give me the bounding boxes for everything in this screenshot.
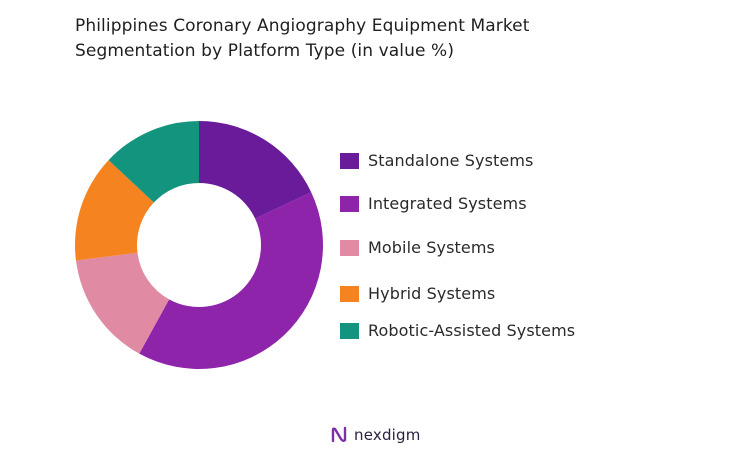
chart-title-line-1: Philippines Coronary Angiography Equipme… xyxy=(75,16,530,36)
legend-label: Mobile Systems xyxy=(368,238,495,257)
donut-slice-hybrid-systems xyxy=(74,160,154,261)
legend-item-mobile-systems: Mobile Systems xyxy=(340,238,495,257)
nexdigm-logo-icon xyxy=(331,426,347,443)
legend-label: Hybrid Systems xyxy=(368,284,496,303)
legend-swatch xyxy=(340,195,359,212)
legend-label: Integrated Systems xyxy=(368,194,527,213)
legend-swatch xyxy=(340,152,359,169)
legend-label: Robotic-Assisted Systems xyxy=(368,321,576,340)
legend-item-integrated-systems: Integrated Systems xyxy=(340,194,527,213)
chart-title-line-2: Segmentation by Platform Type (in value … xyxy=(75,41,455,61)
donut-slice-robotic-assisted-systems xyxy=(108,121,199,203)
legend-label: Standalone Systems xyxy=(368,151,534,170)
legend-swatch xyxy=(340,322,359,339)
donut-slice-integrated-systems xyxy=(139,192,323,369)
chart-title: Philippines Coronary Angiography Equipme… xyxy=(75,14,635,64)
donut-slice-mobile-systems xyxy=(75,252,170,354)
brand-logo: nexdigm xyxy=(330,425,421,445)
logo-text: nexdigm xyxy=(354,426,421,444)
donut-slice-standalone-systems xyxy=(199,121,312,219)
legend-item-robotic-assisted-systems: Robotic-Assisted Systems xyxy=(340,321,575,340)
legend-item-standalone-systems: Standalone Systems xyxy=(340,151,533,170)
legend-swatch xyxy=(340,239,359,256)
legend-item-hybrid-systems: Hybrid Systems xyxy=(340,284,495,303)
legend-swatch xyxy=(340,285,359,302)
